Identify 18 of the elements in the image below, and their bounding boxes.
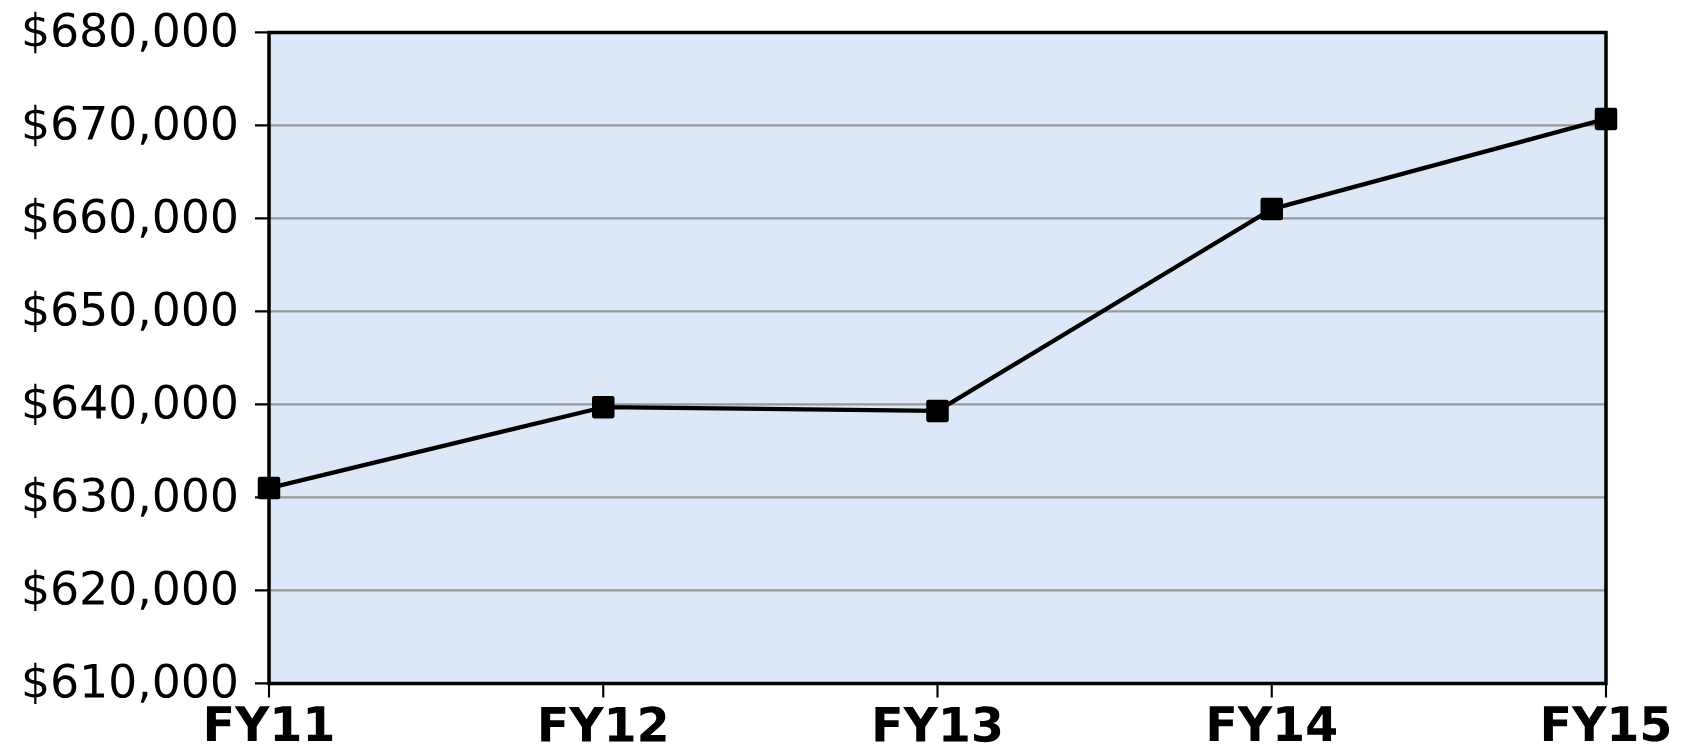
x-tick-label: FY12: [541, 706, 666, 742]
y-tick-label: $650,000: [24, 290, 236, 333]
y-tick-label: $630,000: [24, 476, 236, 519]
y-tick-label: $670,000: [24, 104, 236, 147]
x-tick-label: FY15: [1543, 706, 1670, 742]
point: [592, 395, 615, 419]
point: [257, 476, 281, 500]
point: [1594, 107, 1618, 131]
y-tick-label: $620,000: [24, 569, 236, 612]
y-tick-label: $680,000: [24, 11, 236, 54]
x-tick-label: FY11: [206, 706, 333, 741]
x-tick-label: FY14: [1209, 706, 1336, 741]
y-tick-label: $660,000: [24, 197, 236, 240]
point: [926, 399, 949, 423]
y-tick-label: $640,000: [24, 383, 236, 426]
y-tick-label: $610,000: [24, 662, 236, 705]
x-tick-label: FY13: [875, 706, 1001, 743]
point: [1260, 197, 1283, 221]
